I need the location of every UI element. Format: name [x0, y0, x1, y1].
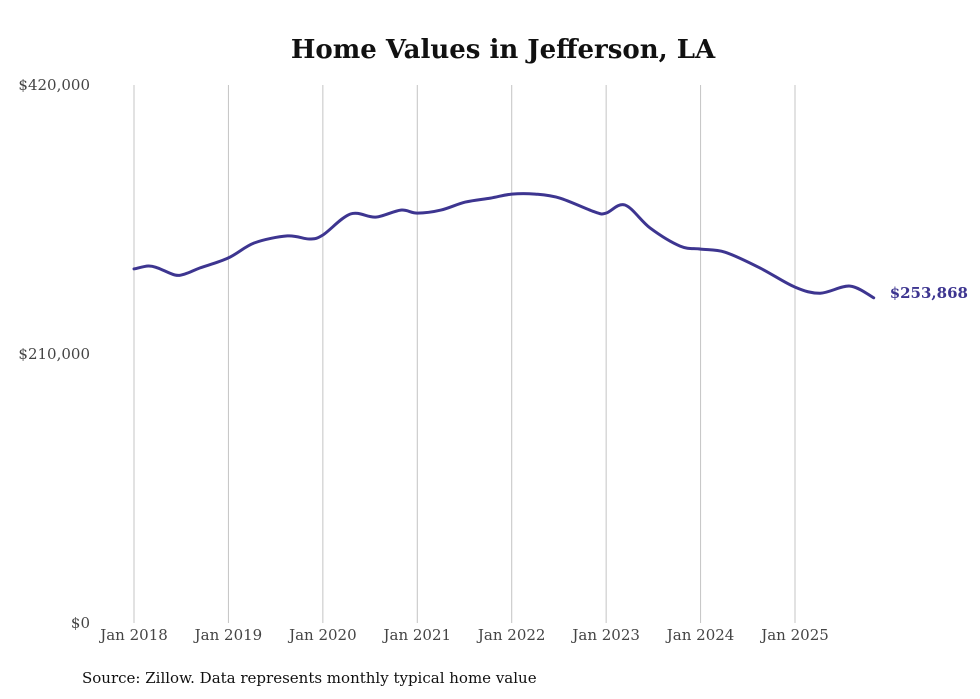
- x-tick-label: Jan 2018: [98, 626, 168, 644]
- series-group: [132, 192, 876, 300]
- chart-title: Home Values in Jefferson, LA: [291, 35, 716, 65]
- grid-lines: [133, 85, 796, 623]
- y-tick-label: $0: [71, 614, 90, 632]
- x-tick-label: Jan 2019: [193, 626, 263, 644]
- last-value-label: $253,868: [890, 284, 968, 302]
- x-tick-label: Jan 2022: [476, 626, 546, 644]
- source-note: Source: Zillow. Data represents monthly …: [82, 669, 537, 687]
- y-tick-label: $210,000: [18, 345, 90, 363]
- x-tick-label: Jan 2024: [665, 626, 735, 644]
- x-tick-label: Jan 2023: [570, 626, 640, 644]
- x-tick-label: Jan 2020: [287, 626, 357, 644]
- x-axis-ticks: Jan 2018 Jan 2019 Jan 2020 Jan 2021 Jan 2022…: [98, 626, 829, 644]
- x-tick-label: Jan 2021: [382, 626, 452, 644]
- series-line: [132, 192, 876, 300]
- y-tick-label: $420,000: [18, 76, 90, 94]
- x-tick-label: Jan 2025: [759, 626, 829, 644]
- y-axis-ticks: $0 $210,000 $420,000: [18, 76, 90, 632]
